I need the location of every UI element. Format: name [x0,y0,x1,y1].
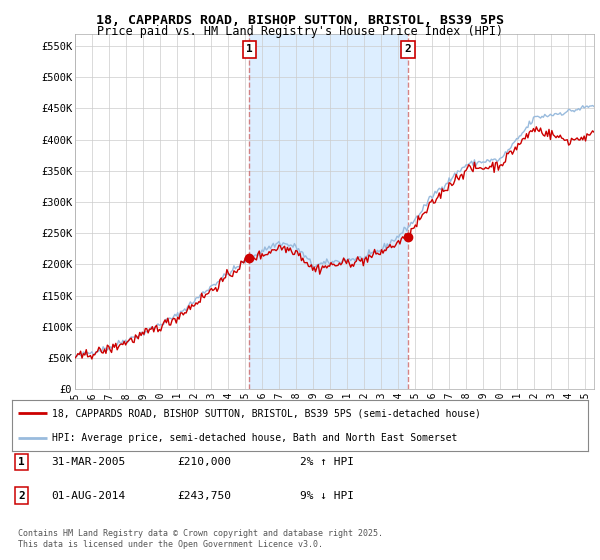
Text: 2% ↑ HPI: 2% ↑ HPI [300,457,354,467]
Text: 31-MAR-2005: 31-MAR-2005 [51,457,125,467]
Text: £243,750: £243,750 [177,491,231,501]
Text: Price paid vs. HM Land Registry's House Price Index (HPI): Price paid vs. HM Land Registry's House … [97,25,503,38]
Text: HPI: Average price, semi-detached house, Bath and North East Somerset: HPI: Average price, semi-detached house,… [52,433,458,443]
Bar [250,34,408,389]
Text: Contains HM Land Registry data © Crown copyright and database right 2025.
This d: Contains HM Land Registry data © Crown c… [18,529,383,549]
Text: 01-AUG-2014: 01-AUG-2014 [51,491,125,501]
Text: 1: 1 [18,457,25,467]
Text: 1: 1 [246,44,253,54]
Text: 2: 2 [405,44,412,54]
Text: £210,000: £210,000 [177,457,231,467]
Text: 9% ↓ HPI: 9% ↓ HPI [300,491,354,501]
Text: 18, CAPPARDS ROAD, BISHOP SUTTON, BRISTOL, BS39 5PS: 18, CAPPARDS ROAD, BISHOP SUTTON, BRISTO… [96,14,504,27]
Text: 18, CAPPARDS ROAD, BISHOP SUTTON, BRISTOL, BS39 5PS (semi-detached house): 18, CAPPARDS ROAD, BISHOP SUTTON, BRISTO… [52,408,481,418]
Text: 2: 2 [18,491,25,501]
